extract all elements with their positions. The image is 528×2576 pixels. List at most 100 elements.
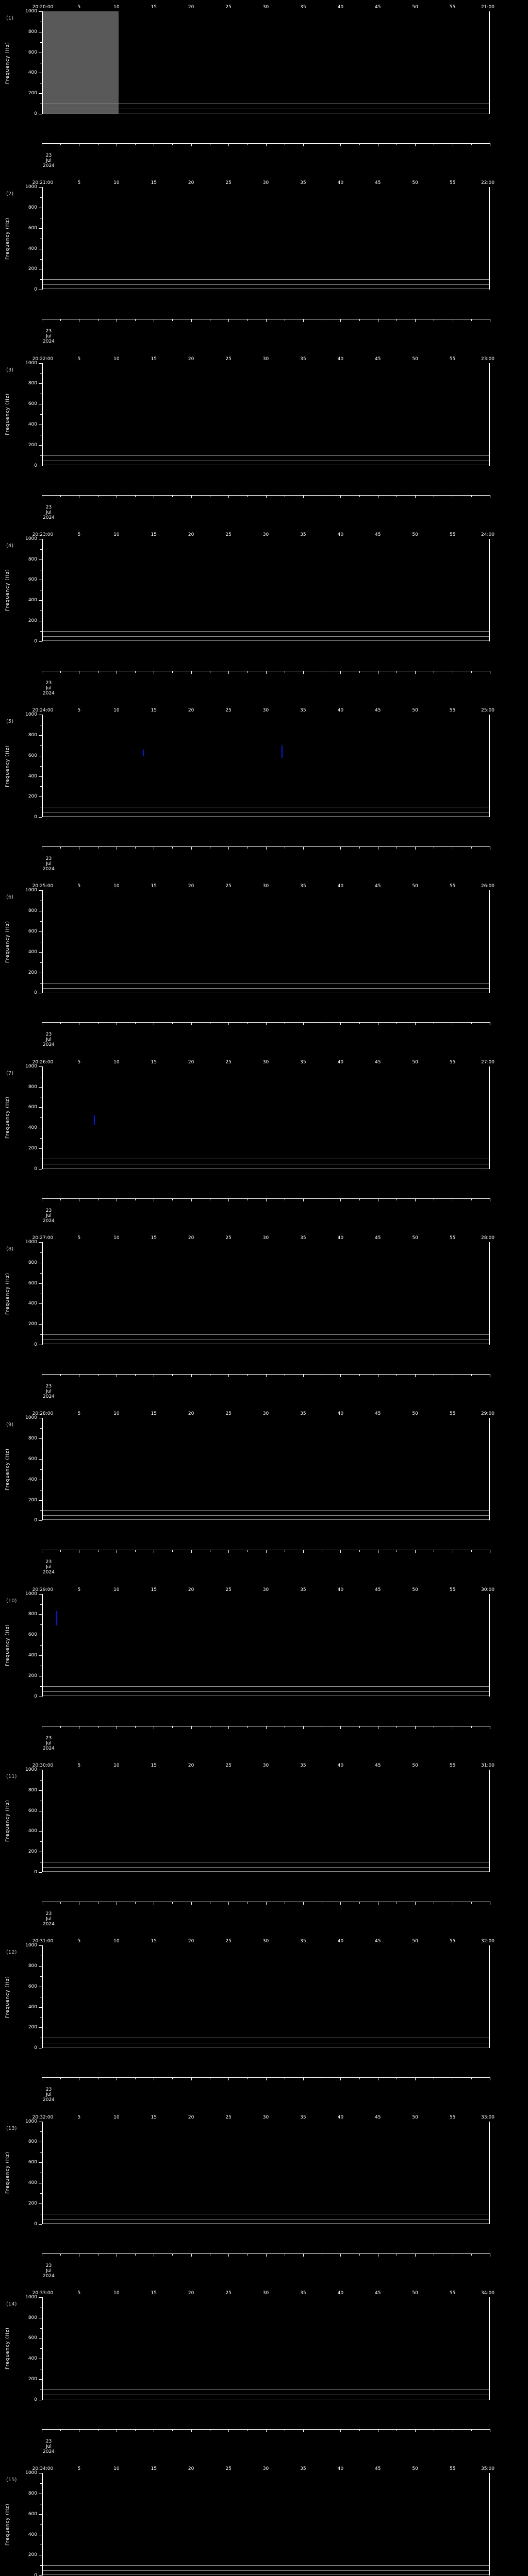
x-axis-minor-tick [247, 143, 248, 145]
x-axis-minor-tick [359, 319, 360, 321]
panel-number: (9) [6, 1422, 14, 1428]
y-axis-tick-label: 200 [28, 91, 37, 96]
x-axis-minor-tick [247, 1725, 248, 1728]
x-axis-tick-label: 45 [375, 1762, 381, 1768]
x-axis-tick-label: 25 [225, 5, 232, 10]
y-axis-tick-label: 400 [28, 2004, 37, 2010]
y-axis-minor-tick [40, 1780, 42, 1781]
spectrogram-panel: (1) 0 200 400 600 800 1000 Frequency (Hz) 20:20:… [0, 0, 528, 176]
x-axis-tick-label: 15 [151, 1235, 157, 1241]
x-axis-tick-label: 30 [262, 1411, 269, 1417]
y-axis-tick-label: 0 [34, 2221, 37, 2227]
x-axis-tick [415, 2253, 416, 2257]
x-axis-date-line: 23 [45, 1560, 52, 1565]
x-axis-tick-label: 10 [113, 1939, 120, 1944]
x-axis-minor-tick [247, 2253, 248, 2256]
y-axis-tick-label: 800 [28, 2490, 37, 2496]
x-axis-minor-tick [359, 2253, 360, 2256]
x-axis-tick-label: 50 [412, 1235, 418, 1241]
x-axis-minor-tick [60, 2429, 61, 2431]
x-axis [42, 1198, 490, 1201]
x-axis-tick-label: 35 [300, 2114, 306, 2120]
y-axis-tick-label: 200 [28, 2552, 37, 2558]
y-axis-minor-tick [40, 1273, 42, 1274]
x-axis-tick [340, 1198, 341, 1201]
x-axis-tick-label: 5 [77, 5, 81, 10]
x-axis-tick-label: 35 [300, 2290, 306, 2296]
horizontal-reference-line [43, 982, 489, 984]
x-axis-minor-tick [247, 1022, 248, 1025]
y-axis-minor-tick [40, 2565, 42, 2566]
x-axis-minor-tick [60, 1374, 61, 1377]
x-axis-tick-label: 55 [449, 2290, 456, 2296]
horizontal-reference-line [43, 1686, 489, 1687]
x-axis-date-line: Jul [46, 1740, 52, 1746]
x-axis-tick-label: 55 [449, 708, 456, 714]
y-axis-title-text: Frequency (Hz) [5, 393, 10, 436]
y-axis-minor-tick [40, 1117, 42, 1118]
spectrogram-panel: (2) 0 200 400 600 800 1000 Frequency (Hz) 20:21:… [0, 176, 528, 351]
x-axis-minor-tick [359, 1198, 360, 1200]
y-axis-tick-label: 600 [28, 2511, 37, 2517]
horizontal-reference-line [43, 1510, 489, 1511]
x-axis-tick [266, 1374, 267, 1378]
x-axis-date-line: 23 [45, 1032, 52, 1038]
x-axis-tick [228, 143, 229, 146]
y-axis-minor-tick [40, 1469, 42, 1470]
y-axis-minor-tick [40, 1252, 42, 1253]
x-axis-date-line: 2024 [43, 1394, 55, 1400]
y-axis-tick-label: 600 [28, 2160, 37, 2165]
x-axis-tick-label: 20 [188, 1587, 194, 1592]
y-axis-tick [39, 187, 42, 188]
x-axis-date-line: Jul [46, 1213, 52, 1218]
y-axis-title: Frequency (Hz) [4, 1770, 11, 1872]
x-axis-minor-tick [135, 2429, 136, 2431]
y-axis-tick-label: 600 [28, 1456, 37, 1462]
x-axis-tick [228, 495, 229, 498]
x-axis-tick [303, 319, 304, 323]
x-axis-date-stack: 23 Jul 2024 [43, 1384, 55, 1399]
x-axis-tick-label: 40 [337, 884, 344, 889]
y-axis-minor-tick [40, 414, 42, 415]
x-axis-tick [266, 846, 267, 850]
horizontal-reference-line [43, 1871, 489, 1872]
panel-number: (5) [6, 719, 14, 725]
x-axis-end-label: 26:00 [481, 884, 494, 889]
x-axis-tick-label: 25 [225, 2290, 232, 2296]
x-axis-minor-tick [135, 319, 136, 321]
x-axis-minor-tick [247, 2429, 248, 2431]
y-axis-tick-label: 600 [28, 2335, 37, 2341]
y-axis-tick-label: 400 [28, 949, 37, 955]
plot-area [42, 1769, 490, 1872]
y-axis-title-text: Frequency (Hz) [5, 217, 10, 260]
x-axis-tick [191, 2077, 192, 2081]
y-axis-minor-tick [40, 1976, 42, 1977]
x-axis-tick-label: 15 [151, 2290, 157, 2296]
x-axis-tick-label: 5 [77, 532, 81, 537]
x-axis-date-line: 23 [45, 153, 52, 158]
y-axis-title-text: Frequency (Hz) [5, 1096, 10, 1139]
y-axis-tick-label: 200 [28, 1497, 37, 1503]
x-axis-minor-tick [172, 670, 173, 673]
x-axis-minor-tick [172, 1022, 173, 1025]
y-axis-minor-tick [40, 631, 42, 632]
y-axis-minor-tick [40, 279, 42, 280]
x-axis-tick-label: 25 [225, 1939, 232, 1944]
x-axis-tick-label: 15 [151, 532, 157, 537]
y-axis-tick-label: 0 [34, 287, 37, 293]
x-axis-minor-tick [172, 2077, 173, 2080]
y-axis-tick-label: 1000 [25, 2470, 37, 2476]
y-axis-tick [39, 11, 42, 12]
x-axis-tick-label: 45 [375, 2290, 381, 2296]
x-axis-minor-tick [135, 1901, 136, 1904]
y-axis-minor-tick [40, 373, 42, 374]
detection-marker [142, 749, 144, 756]
x-axis-tick-label: 5 [77, 2290, 81, 2296]
y-axis-tick [39, 2162, 42, 2163]
x-axis-tick [415, 1022, 416, 1026]
spectrogram-panel: (8) 0 200 400 600 800 1000 Frequency (Hz) 20:27:… [0, 1231, 528, 1406]
spectrogram-panel: (5) 0 200 400 600 800 1000 Frequency (Hz) 20:24:… [0, 703, 528, 879]
x-axis-date-stack: 23 Jul 2024 [43, 1911, 55, 1927]
x-axis-date-stack: 23 Jul 2024 [43, 505, 55, 520]
x-axis-tick [191, 670, 192, 674]
